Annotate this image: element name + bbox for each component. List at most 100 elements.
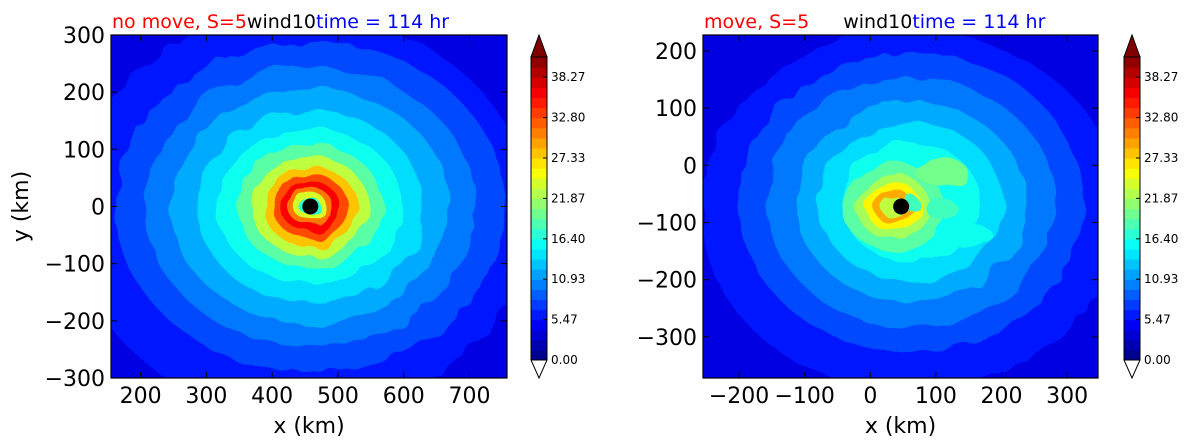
title-part: time = 114 hr <box>316 11 449 33</box>
colorbar-tick-label: 21.87 <box>551 191 585 205</box>
colorbar-band <box>1124 97 1140 109</box>
colorbar-band <box>1124 137 1140 149</box>
colorbar-band <box>1124 77 1140 88</box>
x-tick-label: 300 <box>185 384 227 409</box>
colorbar-band <box>1124 339 1140 351</box>
x-axis-label: x (km) <box>865 414 936 439</box>
colorbar-tick-label: 27.33 <box>551 151 585 165</box>
colorbar-band <box>1124 329 1140 341</box>
colorbar-band <box>531 228 547 240</box>
y-axis-label: y (km) <box>9 171 34 242</box>
wind-field <box>703 35 1098 378</box>
colorbar: 0.00 5.47 10.93 16.40 21.87 27.33 32.80 38.27 <box>1123 33 1178 380</box>
colorbar-band <box>531 269 547 280</box>
contour-patch <box>949 224 994 249</box>
colorbar-tick-label: 0.00 <box>551 353 578 367</box>
colorbar-band <box>531 208 547 220</box>
colorbar-tick-label: 5.47 <box>551 313 578 327</box>
colorbar-band <box>531 279 547 290</box>
colorbar-tick-label: 32.80 <box>551 111 585 125</box>
colorbar-band <box>531 329 547 341</box>
colorbar-band <box>1124 127 1140 139</box>
y-tick-label: 200 <box>655 40 697 65</box>
y-tick-label: 300 <box>63 24 105 49</box>
y-tick-label: 0 <box>91 196 105 221</box>
left-panel: 200 300 400 500 600 700 300 200 100 0 −100 −200 −300… <box>9 11 585 439</box>
panel-title: no move, S=5wind10time = 114 hr <box>112 11 449 33</box>
colorbar-band <box>531 147 547 159</box>
colorbar-tick-label: 38.27 <box>551 70 585 84</box>
wind-field <box>111 35 507 378</box>
colorbar-band <box>531 107 547 119</box>
colorbar-band <box>1124 319 1140 331</box>
colorbar-tick-label: 21.87 <box>1144 191 1178 205</box>
colorbar-band <box>1124 309 1140 321</box>
colorbar-band <box>531 77 547 88</box>
colorbar-band <box>1124 117 1140 129</box>
colorbar-band <box>1124 178 1140 189</box>
colorbar-band <box>531 57 547 68</box>
colorbar-band <box>1124 289 1140 300</box>
y-tick-label: −100 <box>45 253 105 278</box>
colorbar-band <box>1124 158 1140 169</box>
colorbar-band <box>1124 57 1140 68</box>
colorbar-band <box>1124 147 1140 159</box>
colorbar-band <box>531 238 547 250</box>
x-tick-label: 100 <box>915 384 957 409</box>
colorbar-band <box>531 137 547 149</box>
title-part: time = 114 hr <box>912 11 1045 33</box>
x-tick-label: −200 <box>709 384 769 409</box>
colorbar-band <box>531 309 547 321</box>
colorbar-band <box>1124 107 1140 119</box>
colorbar-band <box>1124 67 1140 78</box>
colorbar: 0.00 5.47 10.93 16.40 21.87 27.33 32.80 38.27 <box>530 33 585 380</box>
x-tick-label: 500 <box>317 384 359 409</box>
colorbar-tick-label: 10.93 <box>1144 272 1178 286</box>
colorbar-band <box>1124 269 1140 280</box>
colorbar-band <box>531 259 547 270</box>
colorbar-band <box>531 198 547 210</box>
axes-frame <box>702 34 1099 379</box>
x-tick-label: 600 <box>383 384 425 409</box>
colorbar-band <box>531 248 547 260</box>
x-tick-label: 0 <box>863 384 877 409</box>
colorbar-band <box>1124 87 1140 98</box>
colorbar-band <box>531 87 547 98</box>
colorbar-band <box>531 158 547 169</box>
colorbar-tick-label: 10.93 <box>551 272 585 286</box>
colorbar-tick-label: 5.47 <box>1144 313 1171 327</box>
colorbar-band <box>1124 208 1140 220</box>
colorbar-band <box>531 117 547 129</box>
y-tick-label: 100 <box>655 97 697 122</box>
colorbar-band <box>1124 299 1140 311</box>
colorbar-band <box>531 168 547 179</box>
colorbar-tick-label: 0.00 <box>1144 353 1171 367</box>
colorbar-band <box>531 178 547 189</box>
x-tick-label: 200 <box>981 384 1023 409</box>
x-tick-label: 200 <box>120 384 162 409</box>
colorbar-band <box>531 349 547 361</box>
colorbar-band <box>531 127 547 139</box>
colorbar-band <box>1124 228 1140 240</box>
colorbar-band <box>1124 238 1140 250</box>
colorbar-extend-max <box>530 33 548 58</box>
colorbar-band <box>531 289 547 300</box>
x-axis-label: x (km) <box>273 414 344 439</box>
colorbar-band <box>531 188 547 199</box>
colorbar-band <box>531 319 547 331</box>
y-tick-label: 200 <box>63 81 105 106</box>
colorbar-band <box>531 97 547 109</box>
title-part: move, S=5 <box>704 11 809 33</box>
colorbar-tick-label: 32.80 <box>1144 111 1178 125</box>
colorbar-tick-label: 16.40 <box>1144 232 1178 246</box>
colorbar-band <box>1124 168 1140 179</box>
colorbar-tick-label: 27.33 <box>1144 151 1178 165</box>
colorbar-band <box>1124 248 1140 260</box>
colorbar-band <box>1124 218 1140 230</box>
wind-contours <box>703 35 1098 378</box>
title-part: wind10 <box>843 11 912 33</box>
colorbar-frame <box>530 56 548 361</box>
x-tick-label: 300 <box>1046 384 1088 409</box>
